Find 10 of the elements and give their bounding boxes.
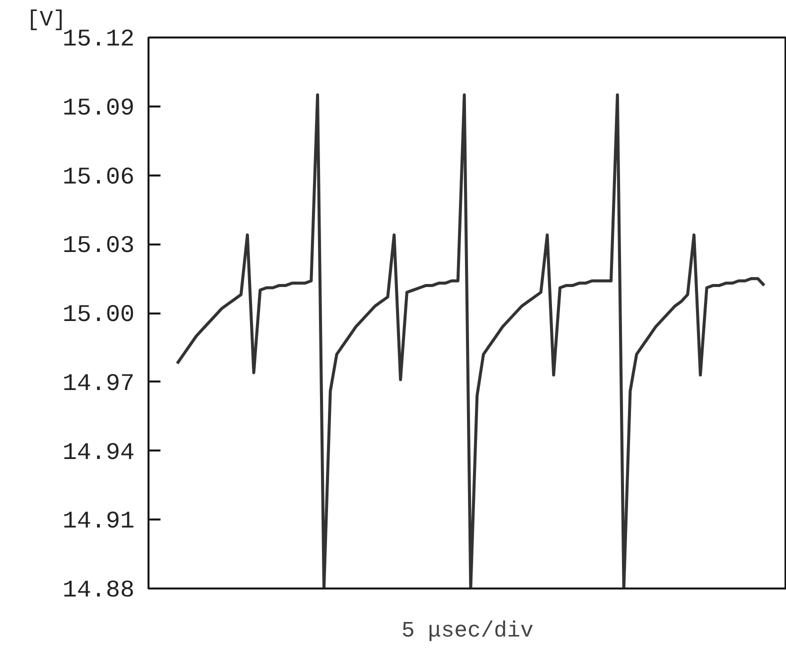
x-axis-title: 5 μsec/div <box>401 618 534 644</box>
y-tick-label: 15.06 <box>62 164 135 192</box>
line-series <box>176 93 766 588</box>
y-tick-label: 15.09 <box>62 95 135 122</box>
y-tick-label: 15.03 <box>62 233 135 260</box>
y-tick-label: 14.91 <box>62 508 135 536</box>
y-tick-label: 14.88 <box>62 578 135 604</box>
y-tick-label: 14.94 <box>62 440 135 467</box>
y-tick-label: 15.00 <box>62 302 135 329</box>
y-tick-label: 14.97 <box>62 370 135 398</box>
